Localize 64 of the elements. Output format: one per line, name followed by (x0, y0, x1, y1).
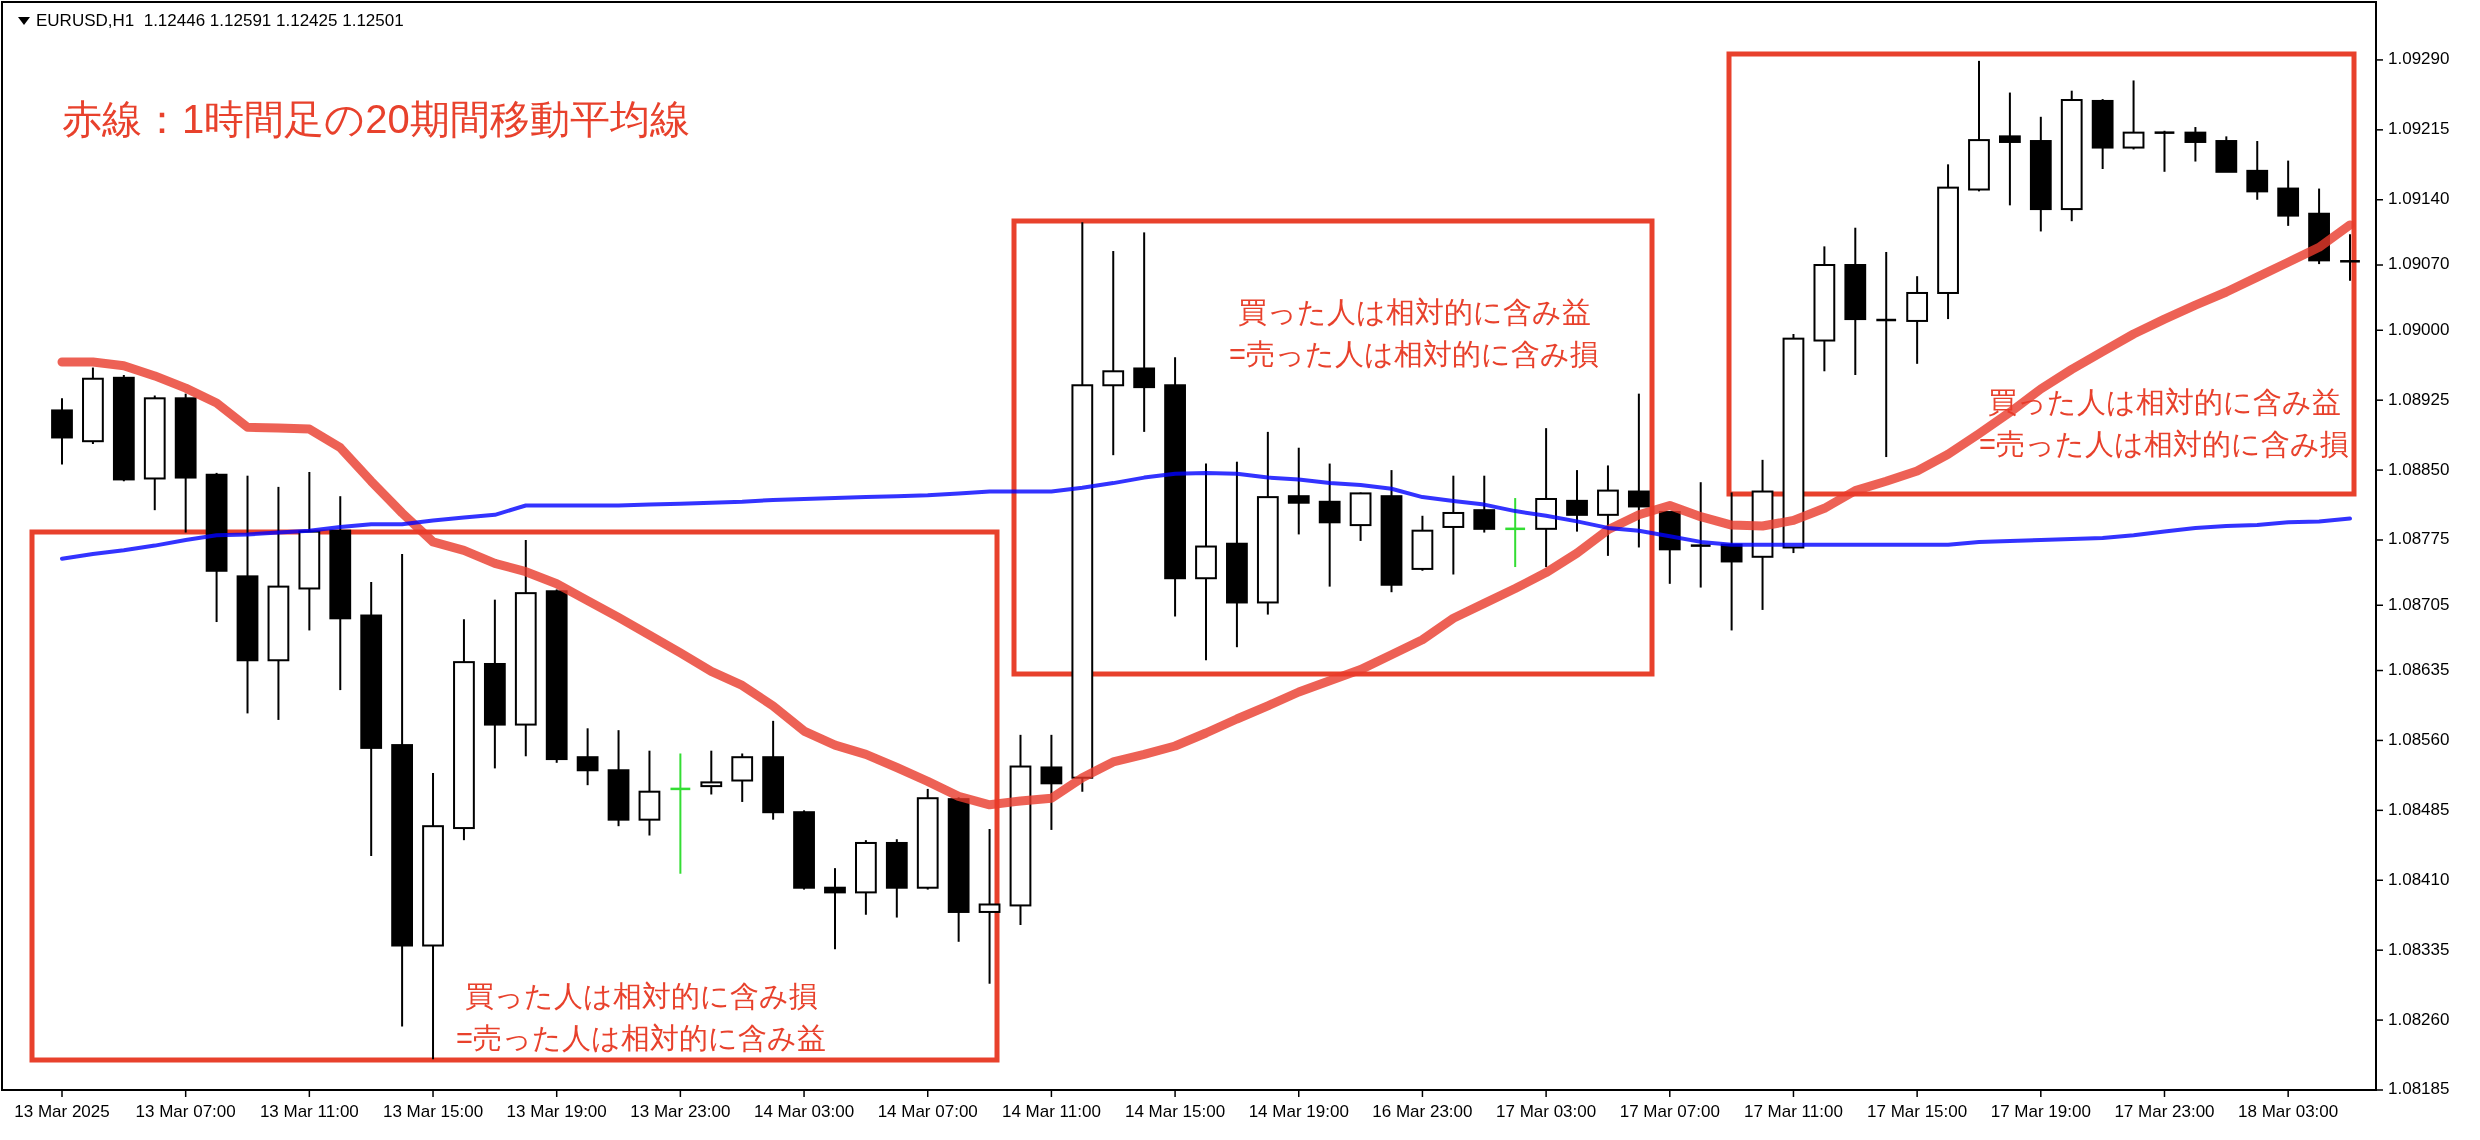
candlestick (2122, 79, 2145, 151)
candlestick (576, 727, 599, 787)
candlestick (824, 867, 846, 951)
x-tick-label: 13 Mar 23:00 (630, 1102, 731, 1121)
x-tick-label: 17 Mar 15:00 (1867, 1102, 1968, 1121)
candlestick (1040, 733, 1063, 831)
x-tick-label: 14 Mar 15:00 (1124, 1102, 1226, 1121)
y-tick-label: 1.08185 (2388, 1079, 2450, 1099)
y-tick-label: 1.08635 (2388, 660, 2450, 679)
y-tick-label: 1.08410 (2388, 869, 2450, 889)
x-tick-label: 17 Mar 19:00 (1990, 1102, 2091, 1121)
candlestick (978, 827, 1001, 985)
x-tick-label: 14 Mar 03:00 (753, 1102, 855, 1121)
candlestick (1875, 250, 1898, 459)
candlestick (1287, 446, 1310, 536)
x-tick-label: 18 Mar 03:00 (2238, 1102, 2339, 1121)
y-tick-label: 1.09000 (2388, 319, 2450, 339)
candlestick (700, 749, 723, 796)
candlestick (1504, 497, 1527, 569)
annotation: 買った人は相対的に含み損 =売った人は相対的に含み益 (456, 979, 826, 1054)
candlestick (1102, 250, 1125, 457)
candlestick (2246, 140, 2269, 201)
y-tick-label: 1.08335 (2388, 939, 2450, 959)
x-tick-label: 16 Mar 23:00 (1372, 1102, 1473, 1121)
candlestick (1133, 231, 1156, 433)
x-tick-label: 14 Mar 19:00 (1248, 1102, 1349, 1121)
chart-title: EURUSD,H1 1.12446 1.12591 1.12425 1.12501 (36, 11, 404, 30)
x-tick-label: 14 Mar 11:00 (1001, 1102, 1101, 1121)
x-tick-label: 13 Mar 15:00 (382, 1102, 484, 1121)
x-tick-label: 13 Mar 07:00 (135, 1102, 236, 1121)
annotation: 赤線：1時間足の20期間移動平均線 (62, 96, 690, 141)
x-tick-label: 13 Mar 2025 (14, 1102, 110, 1121)
y-tick-label: 1.08560 (2388, 729, 2450, 749)
candlestick (2338, 233, 2362, 282)
candlestick (731, 752, 754, 803)
x-tick-label: 13 Mar 11:00 (259, 1102, 359, 1121)
y-tick-label: 1.08485 (2388, 799, 2450, 819)
x-tick-label: 17 Mar 11:00 (1744, 1102, 1843, 1121)
y-tick-label: 1.09290 (2388, 49, 2450, 69)
y-tick-label: 1.08705 (2388, 594, 2450, 614)
x-tick-label: 13 Mar 19:00 (506, 1102, 607, 1121)
x-tick-label: 14 Mar 07:00 (877, 1102, 978, 1121)
annotation: 買った人は相対的に含み益 =売った人は相対的に含み損 (1229, 295, 1599, 370)
candlestick (1566, 469, 1588, 533)
candlestick (1442, 474, 1465, 576)
x-tick-label: 17 Mar 03:00 (1496, 1102, 1597, 1121)
candlestick (2153, 129, 2176, 173)
x-tick-label: 17 Mar 07:00 (1619, 1102, 1720, 1121)
candlestick (1689, 481, 1712, 589)
y-tick-label: 1.08925 (2388, 389, 2450, 409)
y-tick-label: 1.09070 (2388, 254, 2450, 274)
candlestick (1473, 474, 1496, 534)
candlestick (1318, 462, 1341, 588)
line-series (60, 470, 2352, 561)
candlestick (1999, 91, 2021, 207)
y-tick-label: 1.09140 (2388, 189, 2450, 209)
candlestick (2184, 126, 2207, 163)
x-tick-label: 17 Mar 23:00 (2114, 1102, 2215, 1121)
y-tick-label: 1.08775 (2388, 529, 2450, 549)
y-tick-label: 1.08850 (2388, 459, 2450, 479)
y-tick-label: 1.08260 (2388, 1009, 2450, 1029)
candlestick (1627, 392, 1650, 549)
candlestick (669, 752, 692, 875)
y-tick-label: 1.09215 (2388, 119, 2450, 139)
